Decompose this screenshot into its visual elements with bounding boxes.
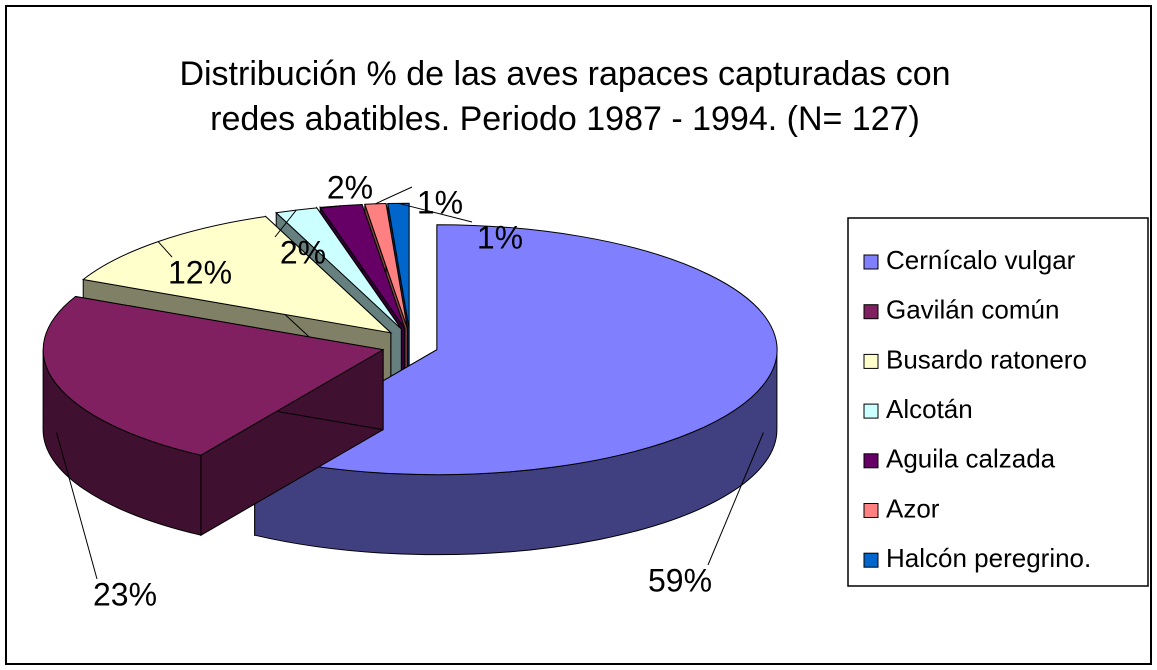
legend-swatch bbox=[863, 403, 879, 419]
chart-title: redes abatibles. Periodo 1987 - 1994. (N… bbox=[210, 100, 920, 138]
data-label: 2% bbox=[327, 169, 373, 205]
leader-line bbox=[398, 202, 473, 223]
leader-line bbox=[375, 186, 413, 205]
slice-top bbox=[253, 224, 778, 476]
data-label: 23% bbox=[93, 576, 157, 612]
legend-label: Halcón peregrino. bbox=[886, 543, 1091, 573]
legend-swatch bbox=[863, 304, 879, 320]
data-label: 1% bbox=[477, 219, 523, 255]
leader-line bbox=[157, 241, 173, 258]
legend-box bbox=[847, 217, 1149, 587]
data-label: 59% bbox=[648, 562, 712, 598]
slice-top bbox=[364, 202, 408, 329]
legend-swatch bbox=[863, 552, 879, 568]
leader-line bbox=[274, 209, 297, 238]
data-label: 2% bbox=[280, 234, 326, 270]
legend-swatch bbox=[863, 503, 879, 518]
data-label: 1% bbox=[417, 184, 463, 220]
chart-title: Distribución % de las aves rapaces captu… bbox=[179, 55, 950, 93]
leader-line bbox=[56, 432, 98, 580]
legend-label: Cernícalo vulgar bbox=[886, 245, 1076, 275]
legend-label: Gavilán común bbox=[886, 295, 1059, 325]
leader-line bbox=[707, 432, 764, 566]
slice bbox=[42, 295, 385, 537]
slice-top bbox=[319, 203, 406, 329]
legend-swatch bbox=[863, 254, 879, 270]
legend-label: Busardo ratonero bbox=[886, 344, 1087, 374]
data-label: 12% bbox=[168, 254, 232, 290]
slice-top bbox=[42, 295, 385, 456]
leader-line bbox=[321, 205, 342, 209]
legend-label: Aguila calzada bbox=[886, 444, 1056, 474]
legend-label: Alcotán bbox=[886, 394, 973, 424]
legend-swatch bbox=[863, 353, 879, 369]
legend-swatch bbox=[863, 453, 879, 469]
legend-label: Azor bbox=[886, 493, 940, 523]
